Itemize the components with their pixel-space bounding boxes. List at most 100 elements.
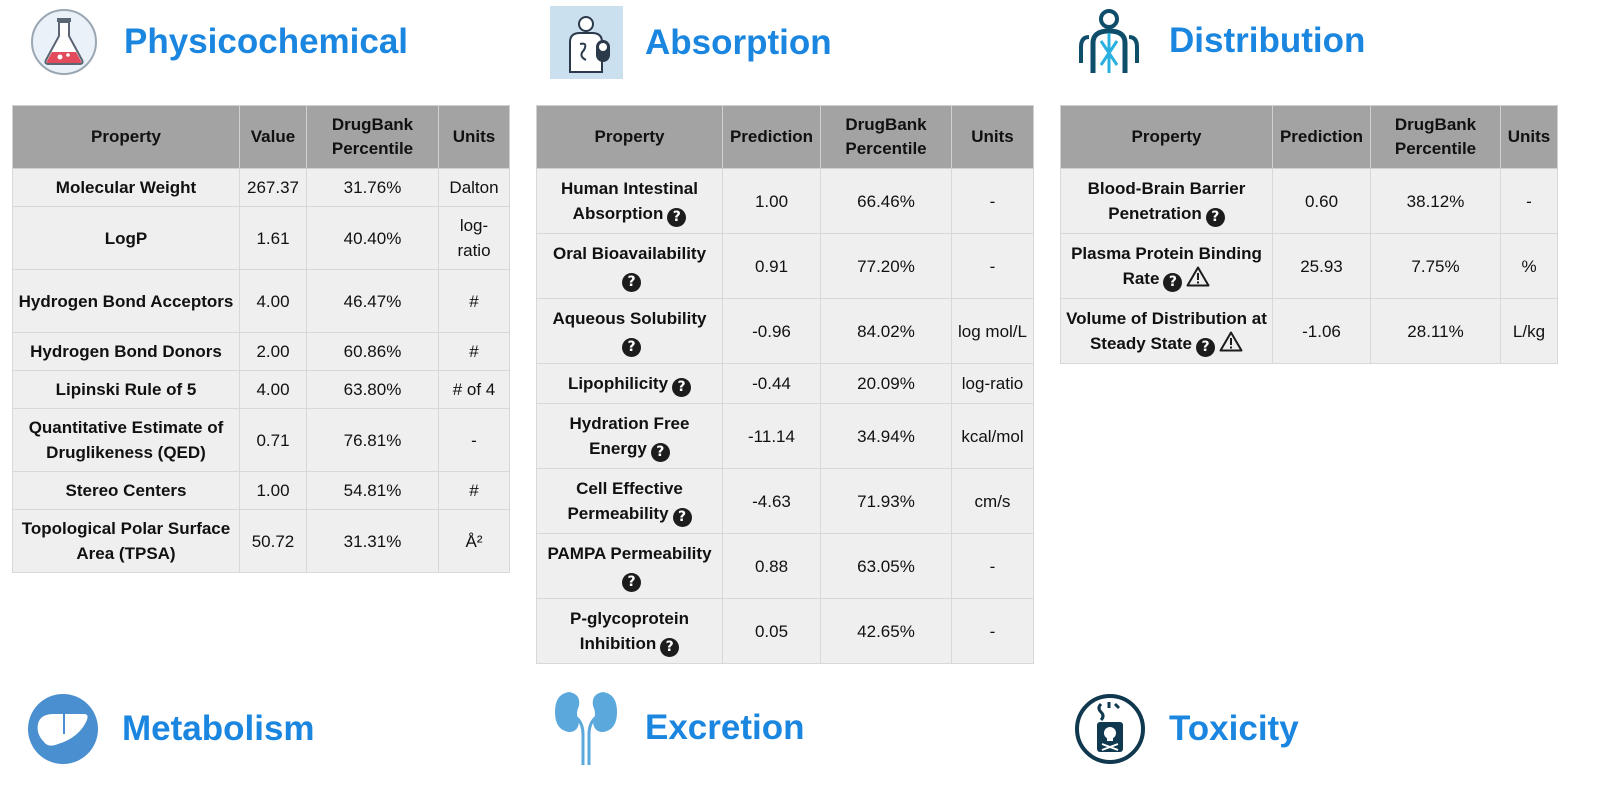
column-header: Units <box>1500 105 1558 169</box>
property-value: 1.00 <box>239 471 307 510</box>
property-percentile: 71.93% <box>820 468 952 534</box>
property-percentile: 77.20% <box>820 233 952 299</box>
help-icon[interactable]: ? <box>1163 272 1183 292</box>
property-name: Oral Bioavailability? <box>536 233 723 299</box>
property-name: Hydrogen Bond Donors <box>12 332 240 371</box>
table-row: Hydrogen Bond Donors 2.00 60.86% # <box>12 332 510 371</box>
property-label: Plasma Protein Binding Rate <box>1071 243 1262 288</box>
help-icon[interactable]: ? <box>622 572 641 592</box>
property-percentile: 28.11% <box>1370 298 1501 364</box>
property-units: log-ratio <box>438 206 510 270</box>
help-icon[interactable]: ? <box>672 507 692 527</box>
property-units: # <box>438 269 510 333</box>
help-icon[interactable]: ? <box>622 337 641 357</box>
help-icon[interactable]: ? <box>622 272 641 292</box>
property-name: Hydrogen Bond Acceptors <box>12 269 240 333</box>
property-units: cm/s <box>951 468 1034 534</box>
property-value: 0.60 <box>1272 168 1371 234</box>
help-icon[interactable]: ? <box>660 637 680 657</box>
table-row: Topological Polar Surface Area (TPSA) 50… <box>12 509 510 573</box>
section-title-toxicity: Toxicity <box>1169 709 1299 748</box>
property-label: Hydration Free Energy <box>569 413 690 458</box>
section-title-distribution: Distribution <box>1169 21 1366 60</box>
table-row: PAMPA Permeability? 0.88 63.05% - <box>536 533 1034 599</box>
absorption-header: Absorption <box>550 6 832 79</box>
property-name: Topological Polar Surface Area (TPSA) <box>12 509 240 573</box>
property-label: Cell Effective Permeability <box>567 478 683 523</box>
property-percentile: 31.31% <box>306 509 439 573</box>
property-value: -11.14 <box>722 403 821 469</box>
property-name: Volume of Distribution at Steady State? <box>1060 298 1273 364</box>
property-units: - <box>438 408 510 472</box>
property-name: Aqueous Solubility? <box>536 298 723 364</box>
table-row: Lipophilicity? -0.44 20.09% log-ratio <box>536 363 1034 404</box>
table-row: Cell Effective Permeability? -4.63 71.93… <box>536 468 1034 534</box>
property-name: Molecular Weight <box>12 168 240 207</box>
excretion-header: Excretion <box>553 690 805 765</box>
property-name: Blood-Brain Barrier Penetration? <box>1060 168 1273 234</box>
property-units: Dalton <box>438 168 510 207</box>
property-percentile: 20.09% <box>820 363 952 404</box>
help-icon[interactable]: ? <box>650 442 670 462</box>
property-name: Human Intestinal Absorption? <box>536 168 723 234</box>
property-percentile: 42.65% <box>820 598 952 664</box>
table-row: Molecular Weight 267.37 31.76% Dalton <box>12 168 510 207</box>
property-percentile: 63.80% <box>306 370 439 409</box>
property-percentile: 46.47% <box>306 269 439 333</box>
property-value: 0.71 <box>239 408 307 472</box>
toxic-flask-icon <box>1075 694 1145 764</box>
property-units: kcal/mol <box>951 403 1034 469</box>
distribution-table: Property Prediction DrugBank Percentile … <box>1060 105 1558 364</box>
section-title-physicochemical: Physicochemical <box>124 22 409 61</box>
help-icon[interactable]: ? <box>1205 207 1225 227</box>
property-value: 0.88 <box>722 533 821 599</box>
flask-icon <box>30 8 98 76</box>
help-icon[interactable]: ? <box>672 377 692 397</box>
warning-icon[interactable] <box>1186 266 1210 287</box>
property-value: 1.61 <box>239 206 307 270</box>
property-units: # of 4 <box>438 370 510 409</box>
property-label: Oral Bioavailability <box>552 243 707 263</box>
property-units: log-ratio <box>951 363 1034 404</box>
property-units: - <box>951 233 1034 299</box>
liver-icon <box>28 694 98 764</box>
metabolism-header: Metabolism <box>28 694 315 764</box>
table-row: Plasma Protein Binding Rate? 25.93 7.75%… <box>1060 233 1558 299</box>
property-percentile: 34.94% <box>820 403 952 469</box>
property-value: -4.63 <box>722 468 821 534</box>
table-row: Oral Bioavailability? 0.91 77.20% - <box>536 233 1034 299</box>
property-label: Aqueous Solubility <box>552 308 707 328</box>
column-header: Prediction <box>722 105 821 169</box>
property-name: Plasma Protein Binding Rate? <box>1060 233 1273 299</box>
property-label: Blood-Brain Barrier Penetration <box>1087 178 1246 223</box>
property-label: Human Intestinal Absorption <box>561 178 698 223</box>
table-row: Hydration Free Energy? -11.14 34.94% kca… <box>536 403 1034 469</box>
property-percentile: 31.76% <box>306 168 439 207</box>
column-header: Units <box>951 105 1034 169</box>
property-units: - <box>951 598 1034 664</box>
property-units: log mol/L <box>951 298 1034 364</box>
table-row: Human Intestinal Absorption? 1.00 66.46%… <box>536 168 1034 234</box>
property-percentile: 40.40% <box>306 206 439 270</box>
section-title-excretion: Excretion <box>645 707 805 747</box>
property-value: 1.00 <box>722 168 821 234</box>
property-value: 25.93 <box>1272 233 1371 299</box>
absorption-table: Property Prediction DrugBank Percentile … <box>536 105 1034 664</box>
column-header: Property <box>536 105 723 169</box>
column-header: Property <box>1060 105 1273 169</box>
table-header-row: Property Value DrugBank Percentile Units <box>12 105 510 169</box>
column-header: Property <box>12 105 240 169</box>
property-units: - <box>1500 168 1558 234</box>
column-header: DrugBank Percentile <box>820 105 952 169</box>
kidney-icon <box>553 690 619 765</box>
property-percentile: 38.12% <box>1370 168 1501 234</box>
property-percentile: 7.75% <box>1370 233 1501 299</box>
help-icon[interactable]: ? <box>1196 337 1216 357</box>
property-units: # <box>438 332 510 371</box>
table-row: Quantitative Estimate of Druglikeness (Q… <box>12 408 510 472</box>
table-row: Volume of Distribution at Steady State? … <box>1060 298 1558 364</box>
property-percentile: 76.81% <box>306 408 439 472</box>
help-icon[interactable]: ? <box>667 207 687 227</box>
property-label: PAMPA Permeability <box>547 543 712 563</box>
warning-icon[interactable] <box>1219 331 1243 352</box>
